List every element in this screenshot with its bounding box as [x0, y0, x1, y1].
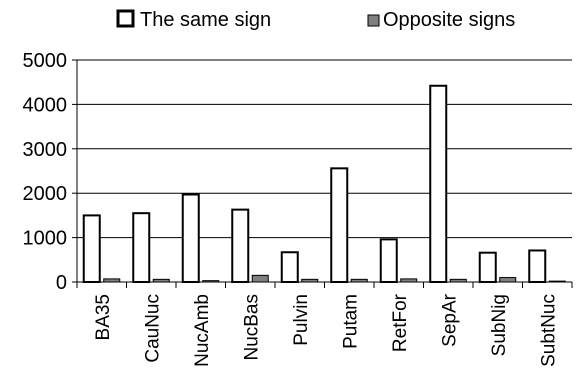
legend-swatch-same-sign — [116, 9, 135, 28]
bar-same-sign — [379, 238, 398, 284]
bar-same-sign — [231, 208, 250, 284]
bar-same-sign — [528, 249, 547, 283]
bar-same-sign — [132, 212, 151, 283]
x-axis-labels: BA35 CauNuc NucAmb NucBas Pulvin Putam RetFor S… — [93, 293, 560, 367]
x-tick-label: CauNuc — [142, 294, 163, 363]
bar-same-sign — [429, 84, 448, 283]
x-tick-label: SepAr — [439, 293, 460, 346]
bar-opposite-signs — [251, 274, 269, 283]
y-tick-label: 2000 — [23, 183, 68, 205]
x-axis-ticks — [76, 282, 573, 288]
x-tick-label: Putam — [340, 294, 361, 349]
y-tick-label: 0 — [56, 272, 67, 294]
legend-label-opposite-signs: Opposite signs — [383, 9, 515, 31]
y-tick-label: 4000 — [23, 94, 68, 116]
y-axis-ticks: 0 1000 2000 3000 4000 5000 — [23, 50, 77, 294]
gridlines — [77, 59, 572, 239]
y-tick-label: 3000 — [23, 139, 68, 161]
y-tick-label: 1000 — [23, 228, 68, 250]
x-tick-label: SubNig — [489, 294, 510, 356]
x-tick-label: SubtNuc — [538, 294, 559, 367]
x-tick-label: NucAmb — [192, 294, 213, 367]
axes — [76, 60, 572, 283]
bar-same-sign — [280, 251, 299, 283]
bar-same-sign — [478, 251, 497, 283]
x-tick-label: BA35 — [93, 294, 114, 340]
y-tick-label: 5000 — [23, 50, 68, 72]
legend-label-same-sign: The same sign — [140, 9, 271, 31]
bar-same-sign — [330, 167, 349, 283]
x-tick-label: RetFor — [390, 293, 411, 352]
bars — [82, 84, 566, 284]
bar-same-sign — [82, 214, 101, 283]
legend: The same sign Opposite signs — [116, 9, 515, 31]
x-tick-label: Pulvin — [291, 294, 312, 346]
bar-same-sign — [181, 193, 200, 283]
bar-opposite-signs — [499, 277, 517, 283]
x-tick-label: NucBas — [241, 294, 262, 361]
legend-swatch-opposite-signs — [367, 14, 380, 27]
